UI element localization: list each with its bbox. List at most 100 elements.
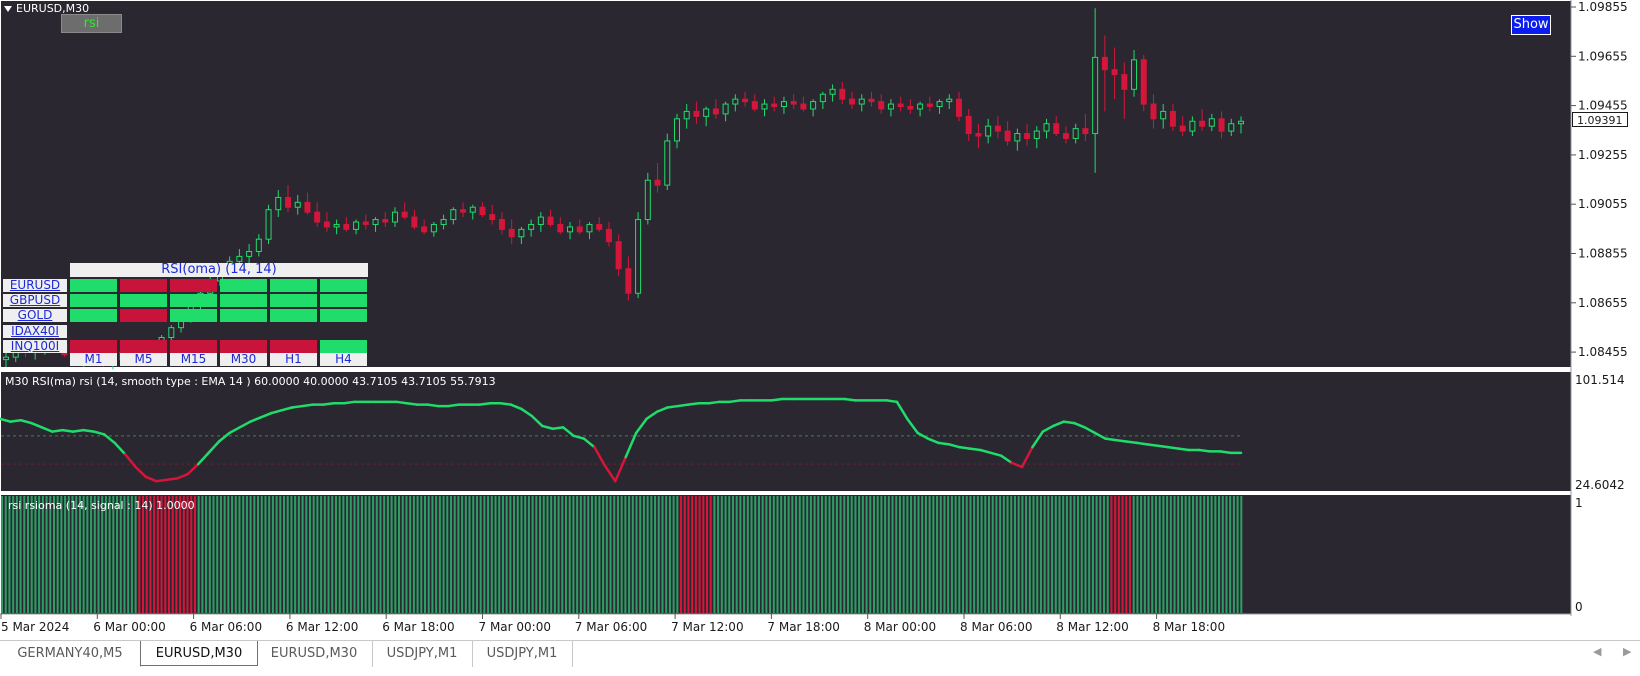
histogram-bar: [149, 496, 152, 613]
histogram-bar: [698, 496, 701, 613]
chart-tab[interactable]: EURUSD,M30: [140, 641, 258, 666]
scroll-left-icon[interactable]: ◀: [1593, 645, 1602, 658]
matrix-symbol-gbpusd[interactable]: GBPUSD: [3, 294, 67, 308]
candle: [673, 113, 680, 149]
chart-tab[interactable]: USDJPY,M1: [372, 641, 473, 667]
histogram-bar: [906, 496, 909, 613]
rsi-indicator-label: M30 RSI(ma) rsi (14, smooth type : EMA 1…: [5, 375, 496, 388]
histogram-bar: [1077, 496, 1080, 613]
candle: [285, 185, 292, 213]
histogram-bar: [219, 496, 222, 613]
candle: [605, 222, 612, 247]
histogram-bar: [1125, 496, 1128, 613]
histogram-bar: [1199, 496, 1202, 613]
candle: [576, 219, 583, 235]
histogram-bar: [435, 496, 438, 613]
candle-body: [965, 115, 972, 135]
histogram-bar: [609, 496, 612, 613]
histogram-bar: [401, 496, 404, 613]
histogram-bar: [924, 496, 927, 613]
candle: [849, 91, 856, 109]
histogram-bar: [4, 496, 7, 613]
matrix-symbol-idax40i[interactable]: IDAX40I: [3, 324, 67, 338]
candle-body: [683, 110, 690, 120]
candle: [1101, 35, 1108, 112]
candle: [810, 99, 817, 117]
histogram-bar: [520, 496, 523, 613]
candle-body: [819, 93, 826, 103]
histogram-bar: [702, 496, 705, 613]
show-button[interactable]: Show: [1511, 15, 1551, 35]
scroll-right-icon[interactable]: ▶: [1623, 645, 1632, 658]
histogram-bar: [880, 496, 883, 613]
histogram-bar: [1128, 496, 1132, 613]
candle-body: [537, 216, 544, 225]
histogram-bar: [231, 496, 234, 613]
candle-body: [576, 226, 583, 233]
rsi-button[interactable]: rsi: [61, 14, 122, 33]
candle: [333, 219, 340, 235]
histogram-bar: [691, 496, 694, 613]
candle: [1140, 54, 1147, 112]
chart-tab[interactable]: USDJPY,M1: [472, 641, 573, 667]
histogram-bars: [1, 496, 1243, 613]
rsi-segment: [634, 417, 648, 435]
candle-body: [829, 88, 836, 95]
candle-body: [1160, 110, 1167, 120]
chart-tab[interactable]: EURUSD,M30: [256, 641, 373, 667]
matrix-symbol-gold[interactable]: GOLD: [3, 309, 67, 323]
candle-body: [839, 88, 846, 100]
histogram-bar: [238, 496, 241, 613]
indicator-axis-label: 0: [1575, 600, 1583, 614]
histogram-bar: [954, 496, 957, 613]
histogram-bar: [468, 496, 471, 613]
histogram-bar: [82, 496, 85, 613]
matrix-symbol-eurusd[interactable]: EURUSD: [3, 279, 67, 292]
histogram-bar: [134, 496, 137, 613]
histogram-bar: [887, 496, 890, 613]
histogram-bar: [694, 496, 697, 613]
histogram-bar: [394, 496, 397, 613]
rsi-segment: [1145, 443, 1159, 448]
matrix-cell: [120, 309, 167, 323]
histogram-bar: [1214, 496, 1217, 613]
matrix-symbol-inq100i[interactable]: INQ100I: [3, 339, 67, 353]
chart-tab[interactable]: GERMANY40,M5: [0, 641, 141, 667]
matrix-cell: [120, 279, 167, 292]
histogram-bar: [112, 496, 115, 613]
histogram-bar: [464, 496, 467, 613]
rsi-segment: [280, 406, 294, 412]
matrix-cell: [170, 309, 217, 323]
histogram-bar: [513, 496, 516, 613]
candle: [722, 101, 729, 122]
candle: [1072, 123, 1079, 144]
candle-body: [703, 108, 710, 117]
histogram-bar: [865, 496, 868, 613]
candle: [401, 202, 408, 220]
candle: [625, 256, 632, 301]
matrix-cell: [70, 339, 117, 353]
rsi-segment: [1156, 444, 1170, 449]
histogram-bar: [898, 496, 901, 613]
histogram-bar: [56, 496, 59, 613]
candle: [1111, 47, 1118, 100]
matrix-cell: [320, 279, 367, 292]
histogram-bar: [980, 496, 983, 613]
collapse-triangle-icon[interactable]: [4, 6, 12, 12]
histogram-bar: [913, 496, 916, 613]
rsi-segment: [593, 445, 607, 467]
time-label: 8 Mar 18:00: [1153, 620, 1226, 634]
candle: [372, 217, 379, 232]
histogram-bar: [249, 496, 252, 613]
histogram-bar: [594, 496, 597, 613]
histogram-bar: [769, 496, 772, 613]
rsi-segment: [301, 403, 315, 408]
histogram-bar: [71, 496, 74, 613]
histogram-bar: [943, 496, 946, 613]
rsi-segment: [676, 403, 690, 408]
matrix-cell: [120, 339, 167, 353]
histogram-bar: [342, 496, 345, 613]
candle-body: [946, 98, 953, 103]
chart-area[interactable]: 1.09855 1.09655 1.09455 1.09255 1.09055 1.088…: [0, 0, 1640, 640]
time-label: 8 Mar 00:00: [864, 620, 937, 634]
